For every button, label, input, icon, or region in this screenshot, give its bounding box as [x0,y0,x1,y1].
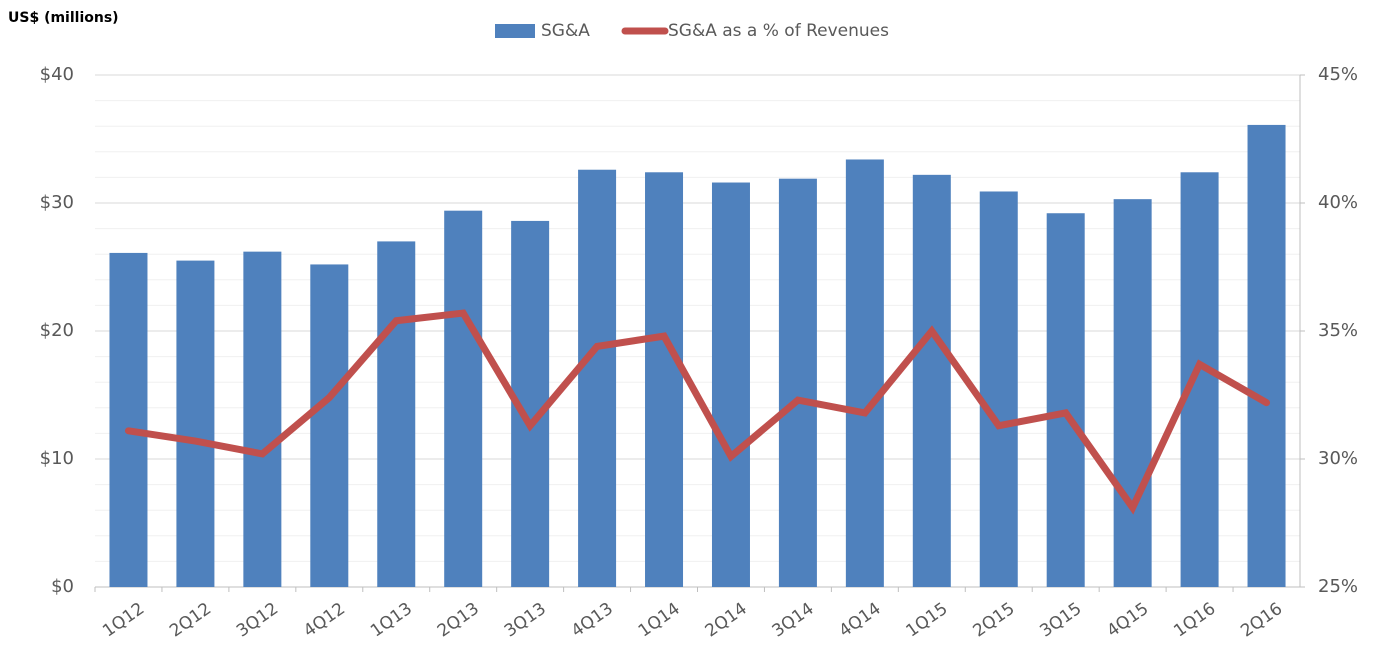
x-tick-label: 1Q13 [367,599,416,642]
y2-tick-label: 30% [1318,448,1358,469]
x-tick-label: 1Q15 [903,599,952,642]
y-tick-label: $0 [51,576,74,597]
bar [109,252,148,588]
bar [444,210,483,587]
bar [979,191,1018,588]
bar [912,174,951,587]
x-tick-label: 1Q16 [1170,599,1219,642]
x-tick-label: 3Q14 [769,599,818,642]
x-tick-label: 4Q15 [1103,599,1152,642]
bar [1046,213,1085,588]
axis-title: US$ (millions) [8,10,119,26]
x-tick-label: 4Q12 [300,599,349,642]
bar [711,182,750,587]
x-tick-label: 1Q12 [99,599,148,642]
bar [243,251,282,587]
bar [310,264,349,587]
x-tick-label: 2Q12 [166,599,215,642]
x-tick-label: 3Q15 [1036,599,1085,642]
line [124,309,1271,515]
y-tick-label: $20 [40,320,74,341]
bar [176,260,215,587]
bar [645,172,684,587]
y2-tick-label: 45% [1318,64,1358,85]
bar [578,169,617,587]
y-tick-label: $30 [40,192,74,213]
x-tick-label: 2Q15 [969,599,1018,642]
x-tick-label: 4Q14 [836,599,885,642]
x-tick-label: 3Q12 [233,599,282,642]
x-tick-label: 4Q13 [568,599,617,642]
y-tick-label: $40 [40,64,74,85]
x-tick-label: 2Q13 [434,599,483,642]
y2-tick-label: 35% [1318,320,1358,341]
bar [1113,199,1152,587]
legend-label: SG&A as a % of Revenues [668,21,889,41]
y2-tick-label: 25% [1318,576,1358,597]
legend-label: SG&A [541,21,590,41]
bar [377,241,416,587]
bar [1247,124,1286,588]
y-tick-label: $10 [40,448,74,469]
bar [778,178,817,587]
x-tick-label: 2Q14 [702,599,751,642]
x-tick-label: 1Q14 [635,599,684,642]
bar [845,159,884,588]
x-tick-label: 3Q13 [501,599,550,642]
y2-tick-label: 40% [1318,192,1358,213]
legend-swatch [495,24,535,38]
x-tick-label: 2Q16 [1237,599,1286,642]
bar [1180,172,1219,587]
